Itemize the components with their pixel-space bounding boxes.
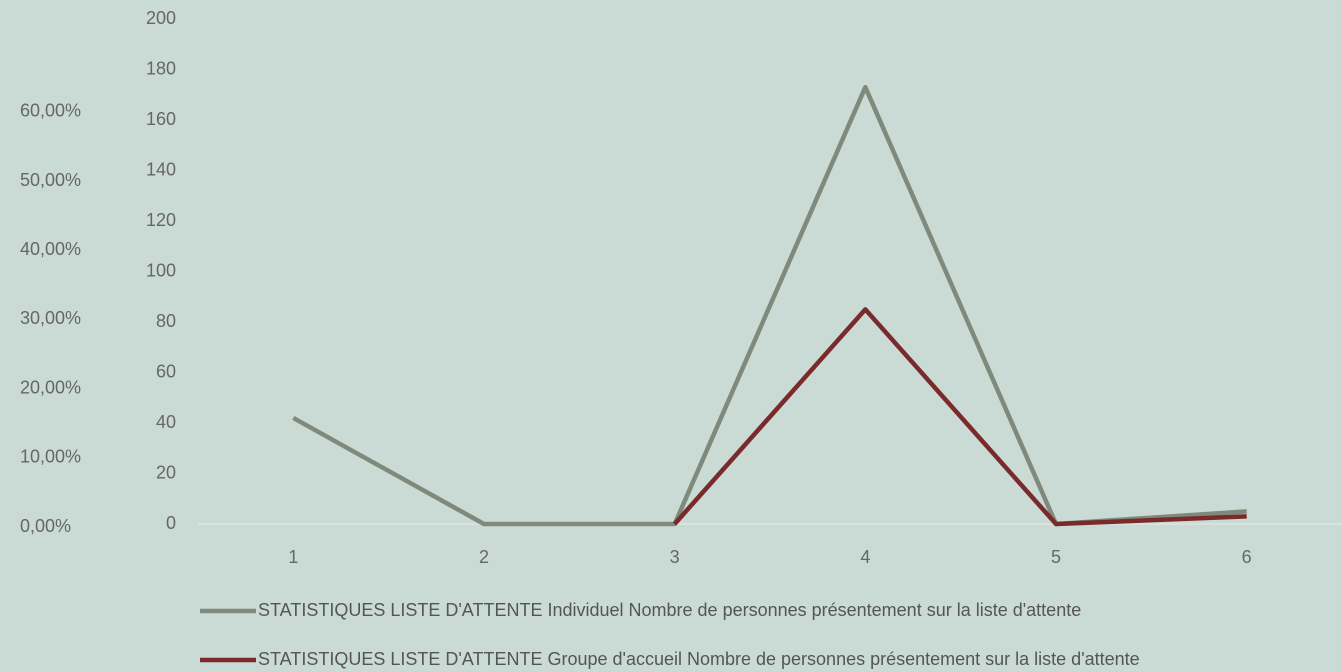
y2-tick-label: 0,00% <box>20 516 71 536</box>
x-tick-label: 1 <box>288 547 298 567</box>
series-line <box>672 307 1247 527</box>
y2-tick-label: 40,00% <box>20 239 81 259</box>
y-tick-label: 180 <box>146 58 176 78</box>
y2-tick-label: 60,00% <box>20 101 81 121</box>
x-tick-label: 3 <box>670 547 680 567</box>
y-tick-label: 80 <box>156 311 176 331</box>
y-tick-label: 0 <box>166 513 176 533</box>
y2-tick-label: 10,00% <box>20 447 81 467</box>
x-tick-label: 5 <box>1051 547 1061 567</box>
y-tick-label: 40 <box>156 412 176 432</box>
y-tick-label: 100 <box>146 260 176 280</box>
y-tick-label: 120 <box>146 210 176 230</box>
y2-tick-label: 20,00% <box>20 377 81 397</box>
y-tick-label: 140 <box>146 159 176 179</box>
legend-label: STATISTIQUES LISTE D'ATTENTE Groupe d'ac… <box>258 649 1140 669</box>
y-tick-label: 160 <box>146 109 176 129</box>
legend-label: STATISTIQUES LISTE D'ATTENTE Individuel … <box>258 600 1081 620</box>
series-line <box>292 84 1247 527</box>
x-tick-label: 2 <box>479 547 489 567</box>
y2-tick-label: 30,00% <box>20 308 81 328</box>
x-tick-label: 6 <box>1242 547 1252 567</box>
y-tick-label: 20 <box>156 462 176 482</box>
x-tick-label: 4 <box>860 547 870 567</box>
y-tick-label: 200 <box>146 8 176 28</box>
y2-tick-label: 50,00% <box>20 170 81 190</box>
y-tick-label: 60 <box>156 361 176 381</box>
